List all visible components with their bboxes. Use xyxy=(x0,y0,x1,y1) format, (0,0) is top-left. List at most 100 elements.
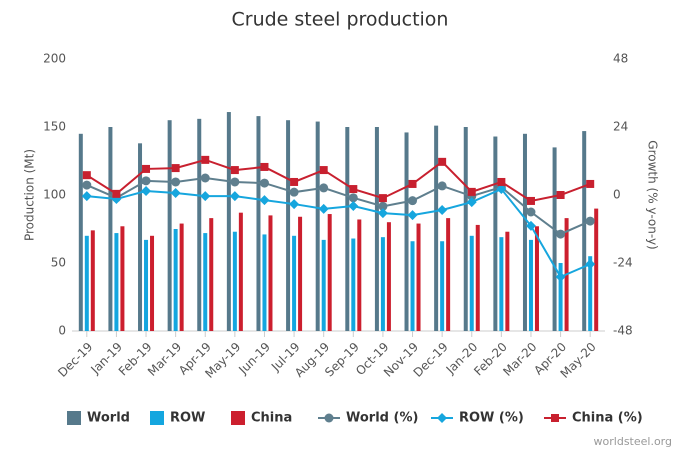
bar xyxy=(499,237,504,331)
line-marker xyxy=(526,207,536,217)
bar xyxy=(404,132,409,331)
line-marker xyxy=(466,197,477,208)
bar xyxy=(286,120,291,331)
line-marker xyxy=(437,413,447,423)
legend-item: World xyxy=(67,411,130,426)
bar xyxy=(594,208,599,331)
x-tick-label: Mar-19 xyxy=(145,340,184,379)
line-marker xyxy=(586,179,595,188)
y2-axis-label: Growth (% y-on-y) xyxy=(646,140,660,249)
bar xyxy=(493,136,498,331)
bar xyxy=(209,218,214,331)
x-tick-label: Dec-19 xyxy=(55,340,95,380)
line-marker xyxy=(378,194,387,203)
y2-tick-label: 24 xyxy=(613,120,628,134)
bar xyxy=(138,143,143,331)
x-tick-label: Mar-20 xyxy=(500,340,539,379)
bar xyxy=(268,215,273,331)
line-marker xyxy=(82,171,91,180)
bar xyxy=(315,121,320,331)
bar xyxy=(90,230,95,331)
legend-item: World (%) xyxy=(318,411,418,426)
y-tick-label: 50 xyxy=(51,256,66,270)
y2-tick-label: 0 xyxy=(613,188,621,202)
chart-title: Crude steel production xyxy=(232,9,449,31)
bar xyxy=(505,231,510,331)
legend-swatch xyxy=(231,411,245,425)
bar xyxy=(522,133,527,331)
line-marker xyxy=(318,203,329,214)
bar xyxy=(588,256,593,331)
legend-label: ROW (%) xyxy=(459,411,524,426)
bar xyxy=(108,127,113,331)
line-marker xyxy=(407,210,418,221)
bar xyxy=(197,118,202,331)
line xyxy=(86,187,591,279)
bar xyxy=(321,239,326,331)
line-marker xyxy=(556,229,566,239)
bar xyxy=(475,224,480,331)
legend-label: ROW xyxy=(170,411,205,426)
legend-item: China (%) xyxy=(544,411,643,426)
line-marker xyxy=(230,177,240,187)
line-marker xyxy=(259,195,270,206)
line-marker xyxy=(142,164,151,173)
line-marker xyxy=(348,193,358,203)
line-marker xyxy=(229,191,240,202)
line-marker xyxy=(377,208,388,219)
line-marker xyxy=(378,201,388,211)
bar xyxy=(256,116,261,332)
bar xyxy=(84,235,89,331)
bar xyxy=(434,125,439,331)
bar xyxy=(534,226,539,331)
legend-label: World (%) xyxy=(346,411,418,426)
line-marker xyxy=(319,166,328,175)
y2-tick-label: -48 xyxy=(613,324,633,338)
bar xyxy=(298,216,303,331)
bar xyxy=(114,233,119,331)
bar xyxy=(78,133,83,331)
line-marker xyxy=(437,181,447,191)
legend-label: China xyxy=(251,411,292,426)
bar xyxy=(203,233,208,331)
bar xyxy=(351,238,356,331)
bar xyxy=(386,222,391,331)
line xyxy=(86,158,591,203)
line-marker xyxy=(289,199,300,210)
line-marker xyxy=(467,187,476,196)
line-marker xyxy=(81,191,92,202)
bar xyxy=(374,127,379,331)
bar xyxy=(380,237,385,331)
bar xyxy=(226,112,231,331)
line-marker xyxy=(319,183,329,193)
line-marker xyxy=(496,184,507,195)
line-marker xyxy=(170,188,181,199)
legend-label: China (%) xyxy=(572,411,643,426)
line-marker xyxy=(171,164,180,173)
bar xyxy=(410,241,415,331)
bar xyxy=(463,127,468,331)
bar xyxy=(179,223,184,331)
y-tick-label: 150 xyxy=(43,120,66,134)
line-marker xyxy=(112,189,121,198)
line-marker xyxy=(585,259,596,270)
line-marker xyxy=(408,179,417,188)
bar xyxy=(558,263,563,331)
line-marker xyxy=(171,177,181,187)
bar xyxy=(446,218,451,331)
bar xyxy=(292,235,297,331)
bar xyxy=(150,235,155,331)
y2-tick-label: 48 xyxy=(613,52,628,66)
bar xyxy=(167,120,172,331)
bar xyxy=(144,239,149,331)
y-tick-label: 200 xyxy=(43,52,66,66)
x-tick-label: Jun-19 xyxy=(235,340,273,378)
bar xyxy=(552,147,557,331)
line-marker xyxy=(349,185,358,194)
bar xyxy=(345,127,350,331)
bar xyxy=(238,212,243,331)
bar xyxy=(469,235,474,331)
line-marker xyxy=(141,176,151,186)
line-marker xyxy=(497,177,506,186)
